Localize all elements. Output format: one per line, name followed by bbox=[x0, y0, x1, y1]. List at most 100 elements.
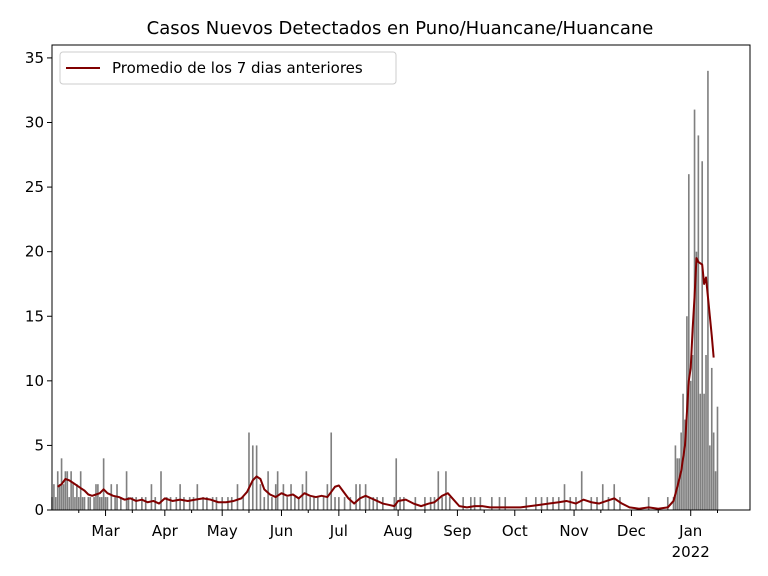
bar bbox=[535, 497, 537, 510]
bar bbox=[97, 484, 99, 510]
bar bbox=[160, 471, 162, 510]
bar bbox=[305, 471, 308, 510]
x-tick-label: Oct bbox=[502, 522, 528, 540]
bar bbox=[355, 484, 357, 510]
bar bbox=[267, 471, 269, 510]
bar bbox=[286, 497, 289, 510]
bar bbox=[448, 497, 451, 510]
bar bbox=[179, 484, 181, 510]
bar bbox=[334, 497, 336, 510]
bar bbox=[462, 497, 464, 510]
bar bbox=[297, 497, 300, 510]
bar bbox=[154, 497, 157, 510]
bar bbox=[437, 471, 440, 510]
bar bbox=[56, 471, 59, 510]
bar bbox=[601, 484, 604, 510]
bar bbox=[114, 497, 116, 510]
bar bbox=[403, 497, 405, 510]
bar bbox=[343, 497, 346, 510]
bar bbox=[322, 497, 325, 510]
bar bbox=[131, 497, 134, 510]
bar bbox=[150, 484, 153, 510]
bar bbox=[473, 497, 476, 510]
bar bbox=[66, 471, 69, 510]
bar bbox=[79, 471, 82, 510]
bar bbox=[206, 497, 208, 510]
bar bbox=[58, 484, 61, 510]
bar bbox=[76, 484, 78, 510]
bar bbox=[236, 484, 239, 510]
bar bbox=[102, 458, 105, 510]
bar bbox=[689, 380, 692, 510]
bar bbox=[393, 497, 396, 510]
bar bbox=[211, 497, 214, 510]
bar bbox=[248, 432, 250, 510]
bar bbox=[263, 497, 266, 510]
bar bbox=[89, 497, 92, 510]
bar bbox=[607, 497, 610, 510]
bar bbox=[53, 484, 55, 510]
x-tick-label: Dec bbox=[617, 522, 646, 540]
bar bbox=[705, 355, 707, 510]
x-tick-label: Jan bbox=[678, 522, 702, 540]
bar bbox=[395, 458, 398, 510]
bar bbox=[309, 497, 311, 510]
bar bbox=[125, 471, 128, 510]
bar bbox=[684, 419, 686, 510]
bar bbox=[712, 432, 715, 510]
bar bbox=[188, 497, 191, 510]
bar bbox=[613, 484, 616, 510]
bar bbox=[697, 135, 700, 511]
series-line-promedio bbox=[57, 257, 715, 510]
bar bbox=[104, 497, 107, 510]
bar bbox=[699, 393, 702, 510]
bar bbox=[259, 484, 262, 510]
legend-label: Promedio de los 7 dias anteriores bbox=[112, 59, 363, 77]
bar bbox=[424, 497, 426, 510]
bar bbox=[716, 406, 719, 510]
x-year-label: 2022 bbox=[672, 543, 710, 561]
bar bbox=[504, 497, 507, 510]
bar bbox=[127, 497, 130, 510]
bar bbox=[100, 497, 103, 510]
y-tick-label: 10 bbox=[25, 372, 44, 390]
x-tick-label: Jun bbox=[269, 522, 293, 540]
bar bbox=[703, 393, 705, 510]
bar bbox=[338, 497, 340, 510]
y-tick-label: 35 bbox=[25, 49, 44, 67]
bar bbox=[695, 251, 698, 511]
bar bbox=[441, 497, 443, 510]
bar bbox=[525, 497, 528, 510]
bar bbox=[349, 497, 352, 510]
chart-title: Casos Nuevos Detectados en Puno/Huancane… bbox=[147, 18, 654, 39]
bar bbox=[120, 497, 122, 510]
axes-layer: 0 5 10 15 20 25 30 35 Mar Apr May Jun Jul Aug Sep Oct No… bbox=[25, 44, 751, 561]
bar bbox=[479, 497, 482, 510]
bar bbox=[99, 497, 101, 510]
bar bbox=[376, 497, 378, 510]
bar bbox=[290, 484, 292, 510]
bar bbox=[709, 445, 711, 510]
bar bbox=[710, 367, 713, 510]
bar bbox=[144, 497, 147, 510]
y-tick-label: 25 bbox=[25, 178, 44, 196]
bar bbox=[141, 497, 143, 510]
bar bbox=[364, 484, 367, 510]
y-tick-label: 5 bbox=[34, 436, 44, 454]
x-tick-label: Jul bbox=[329, 522, 348, 540]
line-layer bbox=[57, 257, 715, 510]
bar bbox=[202, 497, 204, 510]
bar bbox=[83, 497, 86, 510]
bar bbox=[242, 497, 245, 510]
bar bbox=[590, 497, 593, 510]
bar bbox=[647, 497, 650, 510]
bar bbox=[498, 497, 501, 510]
bar bbox=[93, 497, 95, 510]
bar bbox=[674, 445, 677, 510]
legend: Promedio de los 7 dias anteriores bbox=[59, 51, 397, 85]
bar bbox=[557, 497, 560, 510]
bar bbox=[70, 471, 72, 510]
bar bbox=[372, 497, 375, 510]
x-tick-label: Mar bbox=[91, 522, 120, 540]
bar bbox=[251, 445, 254, 510]
